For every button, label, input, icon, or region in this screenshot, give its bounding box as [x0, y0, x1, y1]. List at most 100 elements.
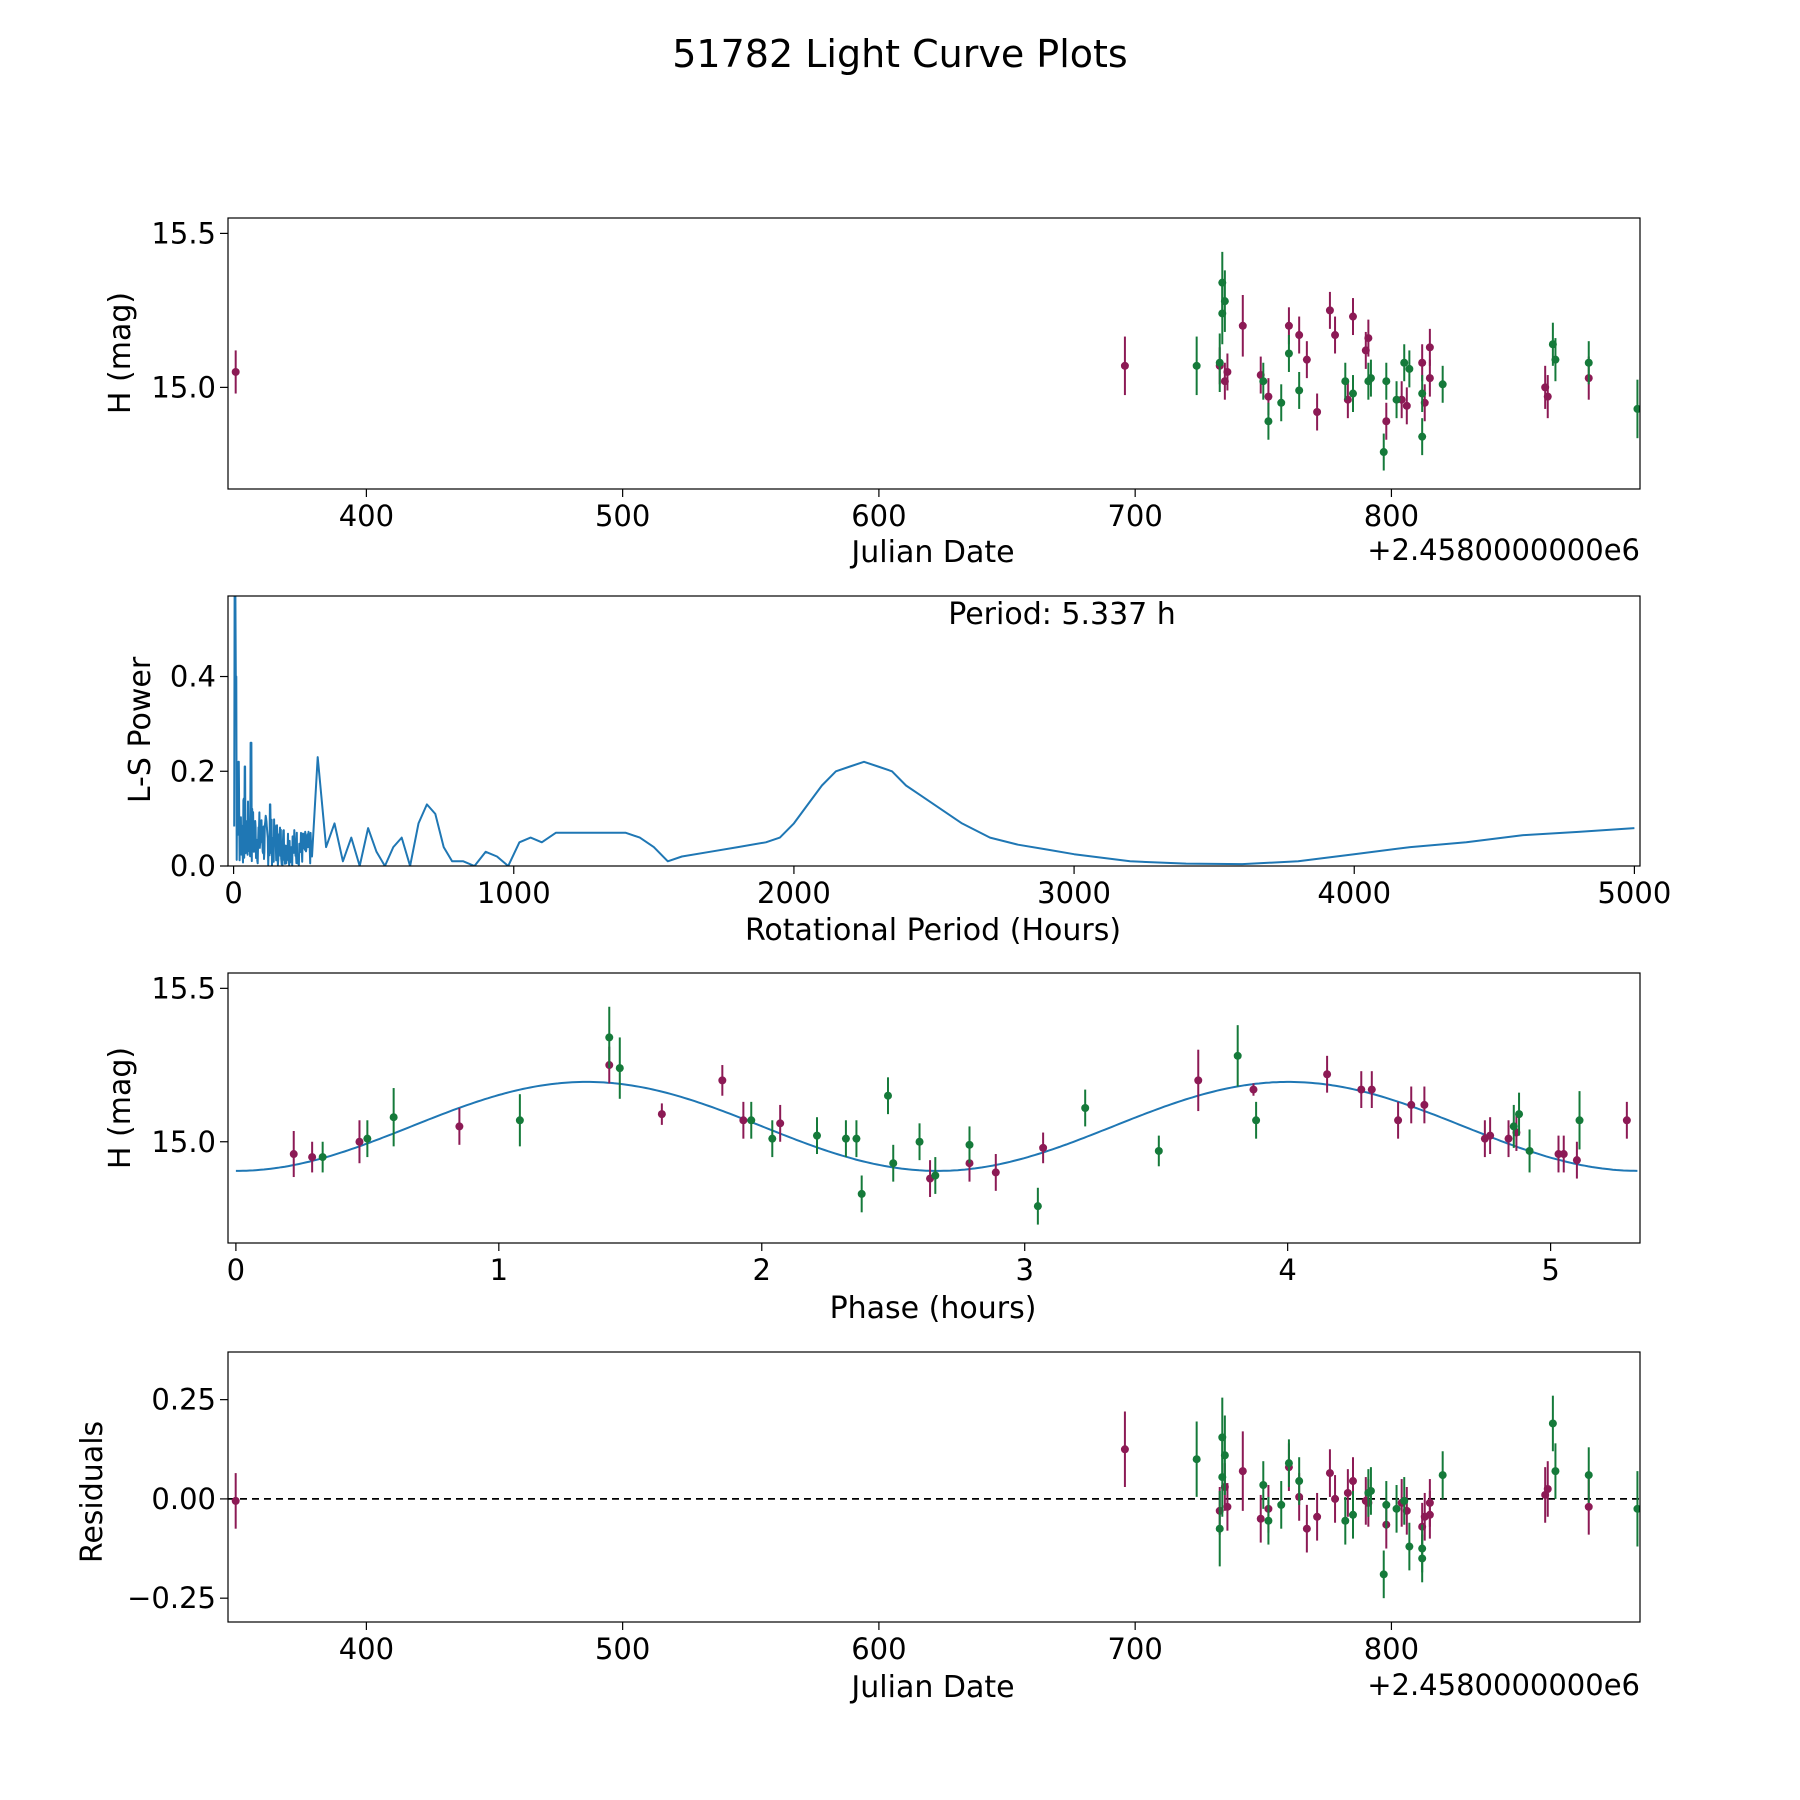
data-point [1400, 358, 1409, 367]
lightcurve-marks [231, 251, 1640, 471]
data-point [1392, 395, 1401, 404]
x-tick-label: 0 [224, 876, 242, 910]
data-point [1525, 1146, 1534, 1155]
data-point [1551, 1467, 1560, 1476]
data-point [1223, 367, 1232, 376]
y-tick-label: 15.0 [151, 1125, 216, 1159]
data-point [355, 1137, 364, 1146]
data-point [857, 1189, 866, 1198]
residuals-axes-frame [227, 1351, 1641, 1623]
data-point [455, 1122, 464, 1131]
data-point [1259, 377, 1268, 386]
data-point [718, 1076, 727, 1085]
lightcurve-plot-area [231, 251, 1640, 471]
data-point [1400, 1496, 1409, 1505]
data-point [1382, 1500, 1391, 1509]
periodogram-line [233, 596, 1635, 866]
x-tick-label: 700 [1107, 1632, 1162, 1666]
data-point [231, 1496, 240, 1505]
y-tick-label: 0.25 [151, 1383, 216, 1417]
data-point [768, 1134, 777, 1143]
figure-title: 51782 Light Curve Plots [672, 32, 1127, 76]
data-point [1379, 448, 1388, 457]
data-point [1357, 1085, 1366, 1094]
data-point [1509, 1122, 1518, 1131]
residuals-x-offset: +2.4580000000e6 [1367, 1668, 1640, 1702]
data-point [1277, 398, 1286, 407]
phased-ticks: 0 1 2 3 4 5 15.0 15.5 [151, 971, 1559, 1287]
data-point [615, 1064, 624, 1073]
data-point [1348, 1477, 1357, 1486]
y-tick-label: 0.2 [170, 754, 216, 788]
data-point [1295, 386, 1304, 395]
periodogram-ylabel: L-S Power [123, 656, 158, 803]
data-point [915, 1137, 924, 1146]
data-point [1348, 389, 1357, 398]
data-point [1348, 1510, 1357, 1519]
data-point [318, 1153, 327, 1162]
data-point [1313, 408, 1322, 417]
data-point [931, 1171, 940, 1180]
data-point [1284, 1459, 1293, 1468]
x-tick-label: 0 [227, 1253, 245, 1287]
y-tick-label: 15.5 [151, 216, 216, 250]
lightcurve-x-offset: +2.4580000000e6 [1367, 533, 1640, 567]
data-point [1039, 1143, 1048, 1152]
data-point [1215, 1524, 1224, 1533]
x-tick-label: 4 [1278, 1253, 1296, 1287]
data-point [1295, 1477, 1304, 1486]
data-point [1192, 361, 1201, 370]
data-point [1543, 1484, 1552, 1493]
data-point [289, 1150, 298, 1159]
data-point [812, 1131, 821, 1140]
x-tick-label: 2 [753, 1253, 771, 1287]
panel-lightcurve: 400 500 600 700 800 15.0 15.5 Julian Date H (m… [103, 216, 1641, 570]
data-point [1575, 1116, 1584, 1125]
data-point [1622, 1116, 1631, 1125]
periodogram-xlabel: Rotational Period (Hours) [745, 913, 1121, 948]
residuals-xlabel: Julian Date [849, 1670, 1014, 1705]
x-tick-label: 3 [1015, 1253, 1033, 1287]
data-point [1081, 1104, 1090, 1112]
data-point [1394, 1116, 1403, 1125]
data-point [389, 1113, 398, 1122]
phased-xlabel: Phase (hours) [830, 1291, 1037, 1326]
data-point [1331, 331, 1340, 340]
data-point [889, 1159, 898, 1168]
data-point [1154, 1146, 1163, 1155]
data-point [1584, 1502, 1593, 1511]
data-point [1418, 358, 1427, 367]
data-point [231, 367, 240, 376]
y-tick-label: 15.0 [151, 370, 216, 404]
data-point [1264, 392, 1273, 401]
data-point [1220, 297, 1229, 306]
periodogram-plot-area [233, 596, 1635, 866]
data-point [1515, 1110, 1524, 1119]
x-tick-label: 500 [595, 1632, 650, 1666]
data-point [1223, 1502, 1232, 1511]
data-point [1284, 349, 1293, 358]
x-tick-label: 5 [1541, 1253, 1559, 1287]
data-point [1341, 377, 1350, 386]
x-tick-label: 5000 [1597, 876, 1671, 910]
data-point [1256, 1514, 1265, 1523]
x-tick-label: 600 [851, 499, 906, 533]
data-point [852, 1134, 861, 1143]
data-point [1331, 1494, 1340, 1503]
data-point [1302, 355, 1311, 364]
lightcurve-ylabel: H (mag) [103, 292, 138, 414]
data-point [776, 1119, 785, 1128]
data-point [747, 1116, 756, 1125]
x-tick-label: 700 [1107, 499, 1162, 533]
data-point [1405, 1542, 1414, 1551]
y-tick-label: 0.0 [170, 849, 216, 883]
data-point [1584, 358, 1593, 367]
data-point [1323, 1070, 1332, 1079]
data-point [605, 1033, 614, 1042]
data-point [1392, 1504, 1401, 1513]
data-point [1572, 1156, 1581, 1165]
data-point [1348, 312, 1357, 321]
data-point [1366, 1486, 1375, 1495]
data-point [1551, 355, 1560, 364]
